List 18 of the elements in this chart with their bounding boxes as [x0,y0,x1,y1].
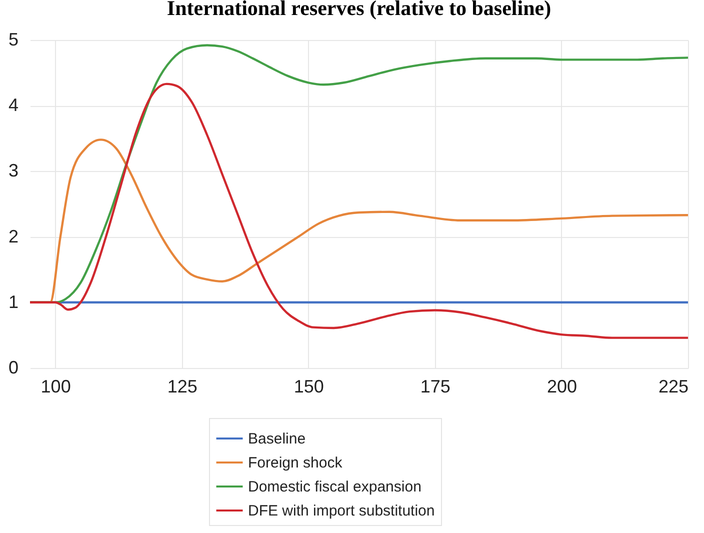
legend-label: Domestic fiscal expansion [248,478,422,496]
x-tick-label: 150 [294,376,324,396]
x-tick-label: 100 [40,376,71,396]
x-tick-label: 125 [167,376,198,396]
chart-title: International reserves (relative to baseline) [166,0,552,20]
legend-label: Foreign shock [248,454,343,472]
x-tick-label: 175 [420,376,450,396]
x-tick-label: 200 [546,376,577,396]
y-tick-label: 2 [8,226,18,246]
y-tick-label: 0 [8,358,18,378]
x-tick-label: 225 [658,376,688,396]
line-series [28,82,690,339]
y-tick-label: 4 [8,95,18,116]
y-tick-label: 1 [8,292,18,312]
legend-label: DFE with import substitution [248,502,435,520]
y-tick-label: 3 [8,160,18,181]
legend-label: Baseline [248,430,306,448]
y-tick-label: 5 [8,30,18,50]
